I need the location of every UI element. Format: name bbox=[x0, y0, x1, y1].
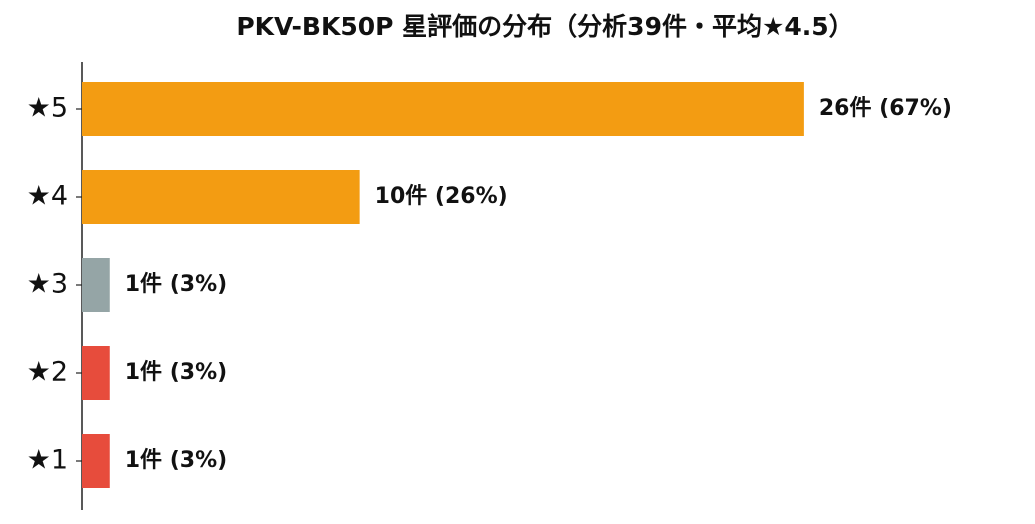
value-label: 1件 (3%) bbox=[125, 448, 227, 473]
value-label: 1件 (3%) bbox=[125, 272, 227, 297]
y-tick-label: ★4 bbox=[27, 181, 68, 212]
y-tick-label: ★3 bbox=[27, 269, 68, 300]
bar bbox=[82, 258, 110, 312]
y-tick-label: ★5 bbox=[27, 93, 68, 124]
value-label: 10件 (26%) bbox=[375, 184, 508, 209]
value-label: 26件 (67%) bbox=[819, 96, 952, 121]
bar bbox=[82, 82, 804, 136]
bar bbox=[82, 346, 110, 400]
bar bbox=[82, 434, 110, 488]
chart-title: PKV-BK50P 星評価の分布（分析39件・平均★4.5） bbox=[236, 12, 853, 41]
bar bbox=[82, 170, 360, 224]
y-tick-label: ★2 bbox=[27, 357, 68, 388]
value-label: 1件 (3%) bbox=[125, 360, 227, 385]
y-tick-label: ★1 bbox=[27, 445, 68, 476]
